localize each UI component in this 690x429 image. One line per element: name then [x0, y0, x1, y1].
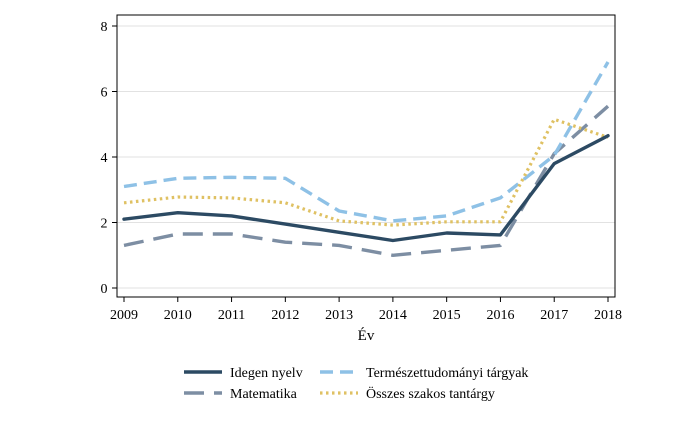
x-tick-label: 2010: [164, 308, 192, 323]
x-axis: 2009 2010 2011 2012 2013 2014 2015 2016 2017 2018: [110, 297, 622, 323]
y-tick-label: 4: [101, 151, 108, 166]
x-tick-label: 2012: [271, 308, 299, 323]
legend-label-4: Összes szakos tantárgy: [366, 385, 495, 402]
legend-label-2: Természettudományi tárgyak: [366, 366, 528, 381]
gridlines: [117, 25, 615, 289]
x-tick-label: 2017: [540, 308, 568, 323]
x-tick-label: 2011: [218, 308, 245, 323]
y-tick-label: 0: [101, 282, 108, 297]
legend-label-3: Matematika: [230, 387, 298, 402]
series-line-3: [123, 104, 610, 258]
plot-frame: [116, 14, 616, 298]
series-lines: [122, 61, 610, 258]
x-tick-label: 2018: [594, 308, 622, 323]
x-tick-label: 2013: [325, 308, 353, 323]
y-axis: 0 2 4 6 8: [101, 20, 117, 297]
x-tick-label: 2015: [433, 308, 461, 323]
legend: Idegen nyelv Természettudományi tárgyak Ma…: [184, 366, 528, 402]
series-line-2: [123, 61, 610, 223]
x-tick-label: 2016: [486, 308, 514, 323]
x-axis-label: Év: [358, 327, 375, 344]
legend-label-1: Idegen nyelv: [230, 366, 303, 381]
x-tick-label: 2014: [379, 308, 407, 323]
y-tick-label: 6: [101, 86, 108, 101]
series-line-4: [123, 117, 609, 227]
y-tick-label: 2: [101, 217, 108, 232]
x-tick-label: 2009: [110, 308, 138, 323]
series-line-1: [122, 133, 610, 243]
y-tick-label: 8: [101, 20, 108, 35]
